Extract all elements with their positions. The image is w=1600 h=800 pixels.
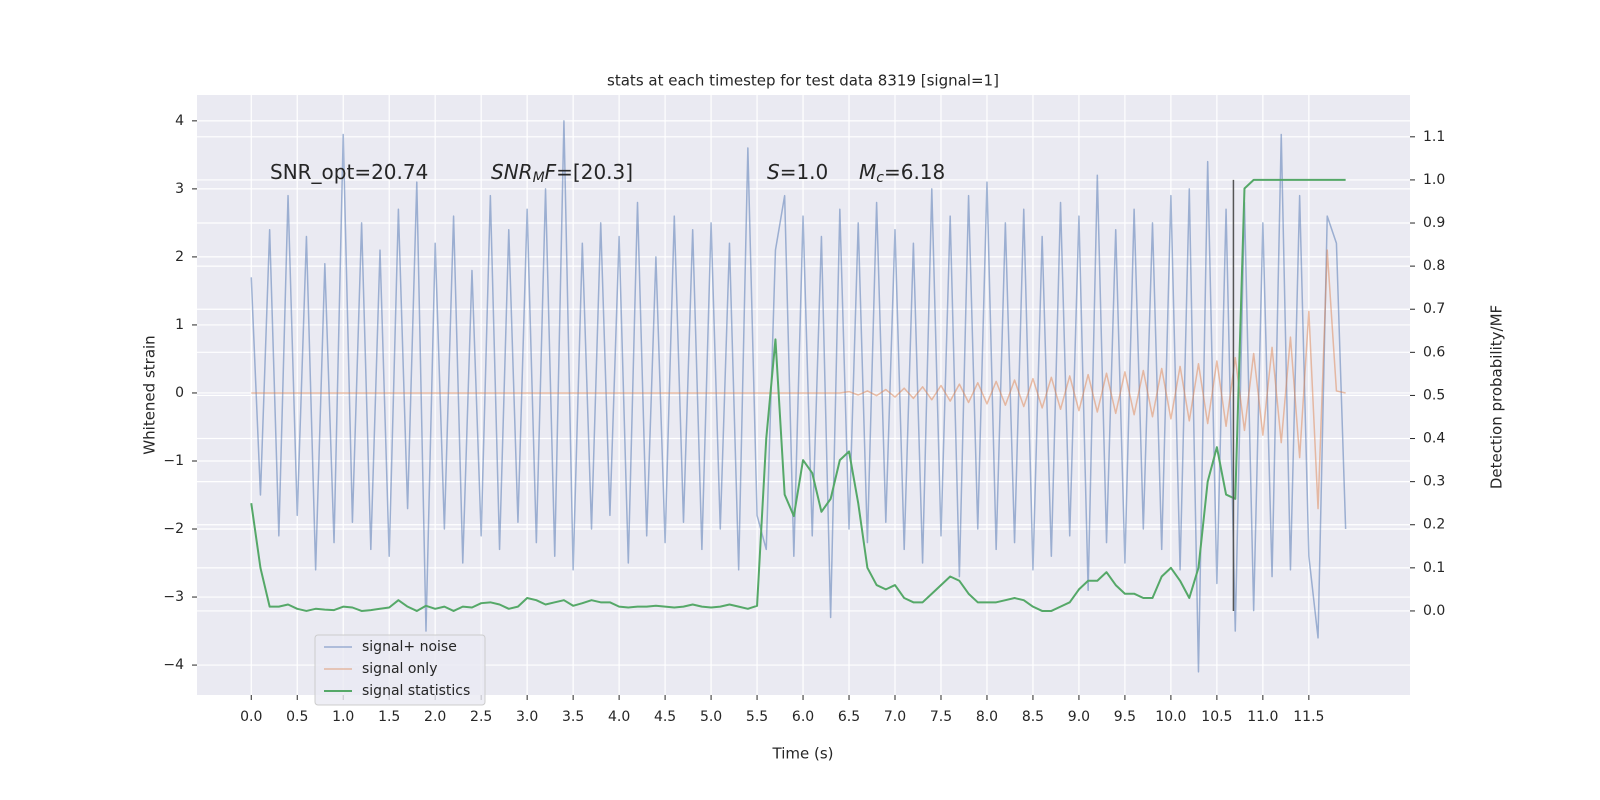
x-tick-label: 10.5 — [1201, 709, 1232, 725]
series-line — [250, 178, 1346, 612]
annotation-part: M — [533, 170, 545, 186]
y-tick-label: −1 — [163, 453, 184, 469]
annotation: Mc=6.18 — [859, 160, 945, 187]
legend-label: signal only — [362, 661, 437, 677]
annotation-part: F — [545, 160, 557, 184]
y-tick-label: −4 — [163, 657, 184, 673]
y2-tick-label: 0.5 — [1423, 387, 1445, 403]
x-tick-label: 7.0 — [884, 709, 906, 725]
x-tick-label: 6.5 — [838, 709, 860, 725]
x-tick-label: 8.0 — [976, 709, 998, 725]
y2-axis-label: Detection probability/MF — [1488, 305, 1506, 489]
annotation-part: =[20.3] — [556, 160, 633, 184]
y2-tick-label: 0.8 — [1423, 258, 1445, 274]
x-tick-label: 3.5 — [562, 709, 584, 725]
x-tick-label: 1.5 — [378, 709, 400, 725]
series-line — [250, 120, 1347, 673]
annotation-part: =1.0 — [780, 160, 829, 184]
y-tick-label: 1 — [175, 317, 184, 333]
x-tick-label: 5.5 — [746, 709, 768, 725]
annotation: SNRMF=[20.3] — [491, 160, 633, 187]
x-tick-label: 3.0 — [516, 709, 538, 725]
legend-label: signal statistics — [362, 683, 470, 699]
y2-tick-label: 0.4 — [1423, 431, 1445, 447]
x-axis-label: Time (s) — [772, 745, 834, 763]
y-tick-label: 0 — [175, 385, 184, 401]
x-tick-label: 8.5 — [1022, 709, 1044, 725]
annotation-part: M — [859, 160, 876, 184]
annotation-part: S — [767, 160, 780, 184]
annotation-part: =6.18 — [884, 160, 945, 184]
x-tick-label: 9.0 — [1068, 709, 1090, 725]
y2-tick-label: 0.7 — [1423, 301, 1445, 317]
x-tick-label: 11.0 — [1247, 709, 1278, 725]
x-tick-label: 2.0 — [424, 709, 446, 725]
x-tick-label: 0.5 — [286, 709, 308, 725]
y2-tick-label: 0.1 — [1423, 560, 1445, 576]
x-tick-label: 10.0 — [1155, 709, 1186, 725]
annotation: S=1.0 — [767, 160, 828, 184]
y2-tick-label: 0.0 — [1423, 603, 1445, 619]
y-tick-label: 4 — [175, 113, 184, 129]
legend-label: signal+ noise — [362, 639, 457, 655]
legend-box — [314, 634, 486, 706]
y-tick-label: 3 — [175, 181, 184, 197]
y-tick-label: −3 — [163, 589, 184, 605]
x-tick-label: 9.5 — [1114, 709, 1136, 725]
y2-tick-label: 1.1 — [1423, 129, 1445, 145]
x-tick-label: 7.5 — [930, 709, 952, 725]
y2-tick-label: 0.3 — [1423, 474, 1445, 490]
y2-tick-label: 0.2 — [1423, 517, 1445, 533]
x-tick-label: 1.0 — [332, 709, 354, 725]
y-tick-label: −2 — [163, 521, 184, 537]
y-tick-label: 2 — [175, 249, 184, 265]
x-tick-label: 6.0 — [792, 709, 814, 725]
y2-tick-label: 1.0 — [1423, 172, 1445, 188]
x-tick-label: 5.0 — [700, 709, 722, 725]
series-line — [251, 249, 1346, 510]
annotation: SNR_opt=20.74 — [270, 160, 428, 184]
x-tick-label: 0.0 — [240, 709, 262, 725]
annotation-part: SNR — [491, 160, 533, 184]
annotation-part: c — [876, 170, 884, 186]
y2-tick-label: 0.9 — [1423, 215, 1445, 231]
chart-title: stats at each timestep for test data 831… — [607, 72, 999, 90]
x-tick-label: 4.5 — [654, 709, 676, 725]
y2-tick-label: 0.6 — [1423, 344, 1445, 360]
y-axis-label: Whitened strain — [141, 335, 159, 454]
x-tick-label: 2.5 — [470, 709, 492, 725]
annotation-part: SNR_opt=20.74 — [270, 160, 428, 184]
x-tick-label: 4.0 — [608, 709, 630, 725]
legend: signal+ noise signal only signal statistic… — [314, 634, 486, 706]
x-tick-label: 11.5 — [1293, 709, 1324, 725]
